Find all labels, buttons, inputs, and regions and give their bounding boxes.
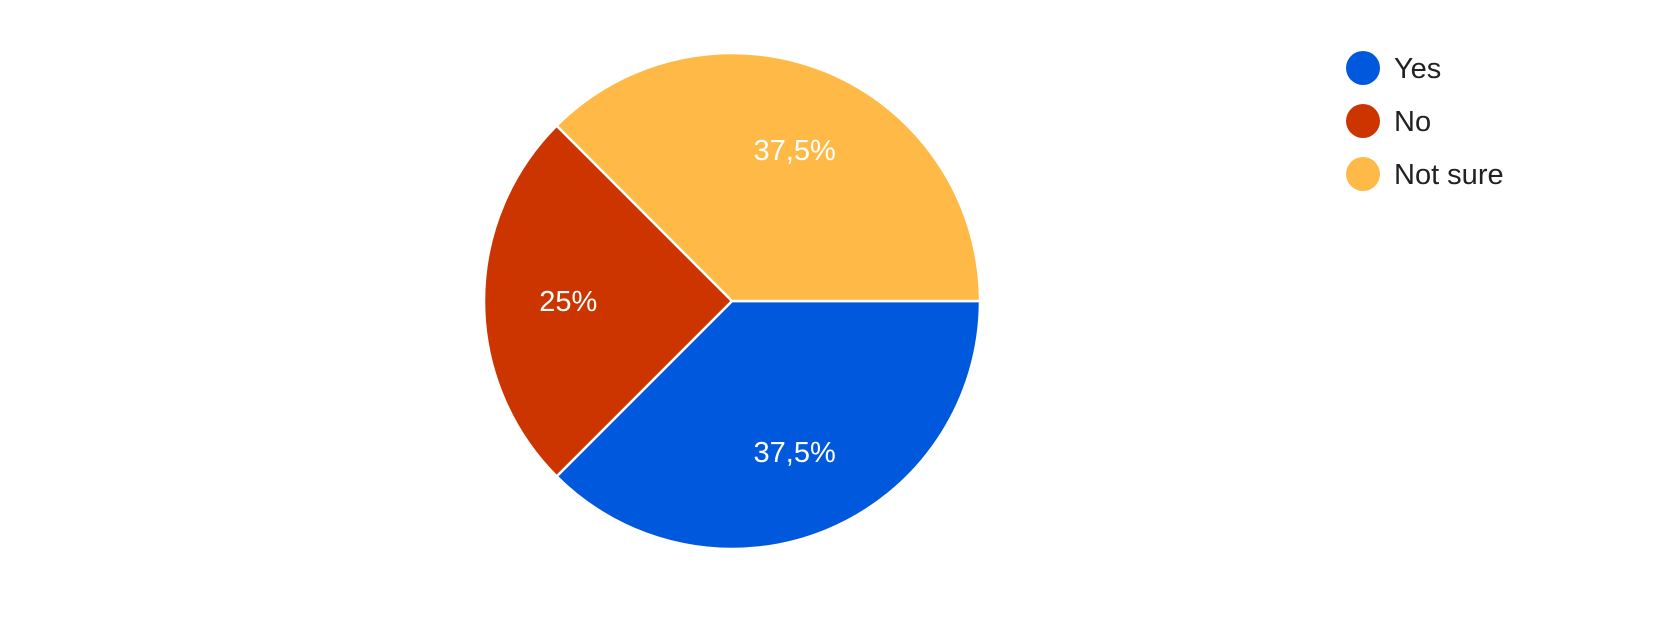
pie-slice-yes[interactable] [554, 299, 982, 551]
pie-slice-no[interactable] [482, 123, 734, 479]
pie-slice-not-sure[interactable] [554, 51, 982, 303]
slice-data-label: 37,5% [754, 437, 836, 469]
legend-swatch-icon [1346, 51, 1380, 85]
legend-swatch-icon [1346, 104, 1380, 138]
legend-label: Not sure [1394, 159, 1504, 191]
legend-label: Yes [1394, 53, 1441, 85]
legend-item[interactable]: No [1346, 104, 1431, 138]
legend-item[interactable]: Yes [1346, 51, 1441, 85]
legend-label: No [1394, 106, 1431, 138]
legend-item[interactable]: Not sure [1346, 157, 1504, 191]
legend-swatch-icon [1346, 157, 1380, 191]
slice-data-label: 37,5% [754, 135, 836, 167]
slice-data-label: 25% [539, 286, 597, 318]
